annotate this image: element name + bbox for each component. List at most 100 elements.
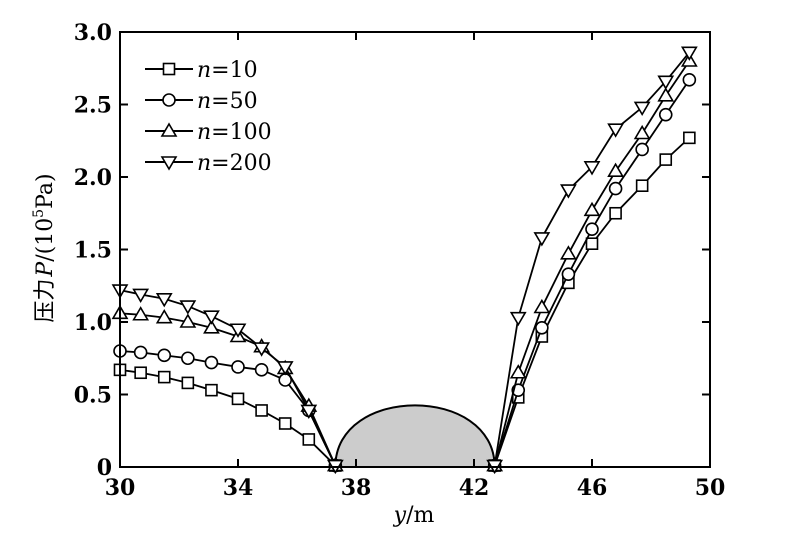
- legend-label-1: n=50: [197, 89, 258, 114]
- legend-var-3: n: [197, 151, 211, 176]
- series-3-point-right-3: [560, 184, 577, 199]
- y-axis-unit-b: Pa): [33, 173, 58, 209]
- legend-entry-0: n=10: [145, 58, 258, 83]
- series-0-marker-left-6: [255, 404, 268, 417]
- series-2-marker-right-3: [560, 245, 577, 260]
- legend-value-3: 200: [230, 151, 272, 176]
- series-0-point-right-4: [585, 237, 599, 250]
- series-0-marker-left-2: [157, 370, 171, 384]
- series-1-point-right-4: [585, 222, 599, 236]
- series-0-point-right-8: [683, 131, 696, 145]
- series-2-marker-right-5: [607, 162, 624, 177]
- series-0-marker-left-1: [134, 366, 147, 380]
- series-3-marker-right-7: [657, 75, 675, 90]
- series-2-marker-left-4: [203, 319, 220, 334]
- series-2-point-right-4: [583, 201, 601, 217]
- series-1-marker-left-5: [231, 360, 245, 374]
- series-1-marker-right-3: [561, 267, 576, 281]
- series-3-point-right-2: [533, 232, 551, 247]
- series-0-marker-left-3: [181, 376, 195, 390]
- series-2-marker-left-1: [132, 306, 150, 321]
- series-0-marker-left-4: [205, 383, 218, 397]
- series-2-point-right-1: [509, 364, 527, 379]
- series-1-point-right-8: [682, 73, 697, 87]
- series-3-point-right-1: [509, 311, 527, 327]
- series-2-point-right-5: [607, 162, 624, 177]
- series-1-point-left-1: [133, 345, 148, 360]
- series-0-marker-left-7: [278, 417, 292, 430]
- series-3-point-right-7: [657, 75, 675, 90]
- y-tick-label-3: 1.5: [74, 238, 112, 264]
- series-0-point-right-7: [659, 153, 673, 166]
- series-0-line-left: [119, 368, 336, 467]
- legend-var-1: n: [197, 89, 211, 114]
- legend-eq-0: =: [211, 58, 229, 83]
- series-layer: [111, 46, 698, 475]
- series-0-point-right-6: [635, 179, 649, 192]
- series-2-marker-right-1: [509, 364, 527, 379]
- series-2-point-left-2: [155, 309, 173, 324]
- x-tick-label-1: 34: [223, 475, 254, 501]
- series-1-point-right-3: [561, 267, 576, 281]
- series-3-marker-left-1: [132, 288, 150, 304]
- legend-marker-0: [162, 62, 176, 76]
- series-1-point-right-2: [535, 320, 549, 335]
- series-3-point-right-4: [583, 161, 601, 176]
- legend-marker-3: [160, 156, 178, 171]
- legend: n=10 n=50 n=100 n=200: [145, 58, 272, 176]
- legend-value-2: 100: [230, 120, 272, 145]
- series-1-marker-left-1: [133, 345, 148, 360]
- legend-label-2: n=100: [197, 120, 272, 145]
- series-0-marker-right-4: [585, 237, 599, 250]
- y-axis-prefix: 压力: [33, 279, 58, 323]
- series-3-marker-right-6: [633, 101, 651, 116]
- series-3-marker-right-1: [509, 311, 527, 327]
- series-1-point-left-6: [254, 363, 269, 377]
- series-1-point-left-2: [157, 348, 172, 363]
- y-tick-label-0: 0: [97, 455, 112, 481]
- series-3-point-left-7: [276, 361, 294, 376]
- series-1-marker-right-4: [585, 222, 599, 236]
- obstacle-shape: [334, 404, 496, 468]
- series-1-point-right-5: [608, 181, 623, 196]
- x-tick-label-2: 38: [341, 475, 372, 501]
- series-3-marker-right-2: [533, 232, 551, 247]
- legend-entry-1: n=50: [145, 89, 258, 114]
- series-3-marker-right-3: [560, 184, 577, 199]
- series-0-point-left-5: [231, 392, 245, 406]
- y-axis-unit-sup: 5: [31, 209, 47, 218]
- series-1-point-left-4: [204, 355, 219, 370]
- y-tick-label-5: 2.5: [74, 93, 112, 119]
- legend-eq-2: =: [211, 120, 229, 145]
- legend-marker-shape-3: [160, 156, 178, 171]
- y-tick-label-1: 0.5: [74, 383, 112, 409]
- legend-eq-1: =: [211, 89, 229, 114]
- series-0-marker-right-5: [609, 206, 622, 220]
- series-3-marker-left-8: [300, 404, 318, 420]
- axes-layer: 30 34 38 42 46 50 0 0.5 1.0 1.5 2.0 2.5 3.0: [74, 20, 726, 501]
- series-2-point-left-3: [179, 313, 197, 328]
- series-0-marker-right-6: [635, 179, 649, 192]
- y-axis-var: P: [33, 261, 58, 278]
- legend-marker-shape-1: [162, 93, 176, 107]
- series-2-marker-left-2: [155, 309, 173, 324]
- series-1-marker-right-6: [635, 142, 649, 157]
- y-tick-label-4: 2.0: [74, 165, 112, 191]
- series-3-point-left-8: [300, 404, 318, 420]
- y-tick-label-2: 1.0: [74, 310, 112, 336]
- series-3-point-right-5: [607, 123, 624, 138]
- x-axis-var: y: [393, 503, 407, 528]
- series-2-marker-right-2: [533, 298, 551, 314]
- series-3-point-right-8: [680, 46, 698, 61]
- series-3: [111, 46, 698, 475]
- series-1-line-right: [493, 79, 691, 466]
- x-tick-label-3: 42: [459, 475, 490, 501]
- legend-value-1: 50: [230, 89, 258, 114]
- series-2-marker-left-3: [179, 313, 197, 328]
- series-3-point-left-3: [179, 300, 197, 315]
- legend-marker-shape-0: [162, 62, 176, 76]
- legend-marker-2: [160, 122, 178, 137]
- series-1-marker-right-8: [682, 73, 697, 87]
- x-axis-unit: /m: [406, 503, 434, 528]
